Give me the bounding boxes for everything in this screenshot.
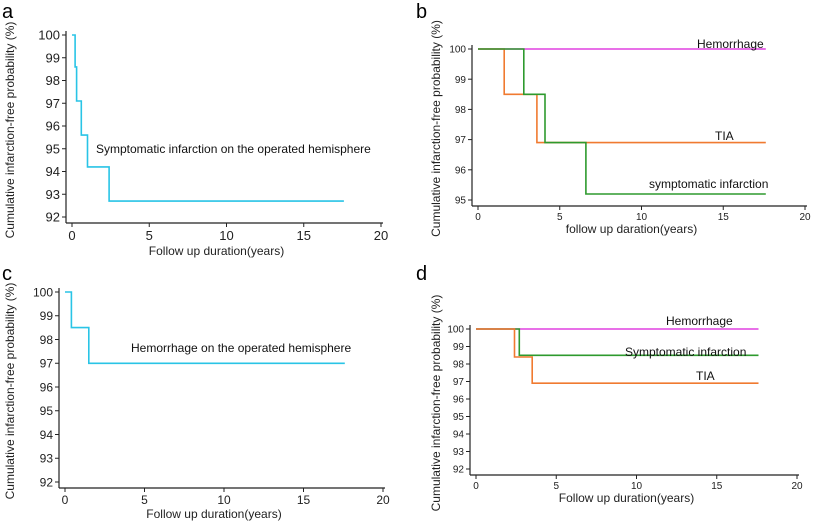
y-axis-title: Cumulative infarction-free probability (…	[3, 283, 17, 500]
series-label: Hemorrhage on the operated hemisphere	[131, 341, 351, 355]
y-tick-label: 93	[46, 187, 60, 202]
y-tick-label: 95	[40, 404, 54, 418]
chart-panel-d: d 92 93 94 95 96 97 98 99 100 0 5 10 15 20 Follow up du…	[416, 263, 803, 511]
y-tick-label: 98	[40, 333, 54, 347]
series-line-3	[476, 328, 759, 385]
y-tick-label: 99	[455, 75, 467, 86]
chart-panel-a: a 92 93 94 95 96 97 98 99 100 0 5 10 15 20 Follow up du…	[2, 1, 388, 258]
y-tick-label: 92	[40, 475, 54, 489]
y-tick-label: 96	[46, 119, 60, 134]
y-axis-title: Cumulative infarction-free probability (…	[3, 22, 17, 239]
y-tick-label: 92	[453, 465, 465, 476]
y-tick-label: 98	[46, 73, 60, 88]
y-tick-label: 97	[455, 135, 467, 146]
series-label: Symptomatic infarction on the operated h…	[96, 142, 371, 156]
series-label: Hemorrhage	[697, 37, 764, 51]
y-tick-label: 96	[453, 395, 465, 406]
y-axis-title: Cumulative infarction-free probability (…	[429, 20, 443, 237]
x-tick-label: 10	[219, 228, 233, 243]
y-tick-label: 98	[453, 360, 465, 371]
x-axis-title: follow up daration(years)	[566, 222, 697, 236]
y-tick-label: 99	[40, 309, 54, 323]
x-tick-label: 10	[636, 212, 648, 223]
y-tick-label: 100	[33, 285, 53, 299]
y-tick-label: 97	[453, 377, 465, 388]
panel-letter: b	[416, 1, 427, 23]
chart-panel-c: c 92 93 94 95 96 97 98 99 100 0 5 10 15 20 Follow up du…	[2, 263, 390, 521]
x-tick-label: 5	[553, 481, 559, 492]
x-tick-label: 5	[141, 493, 148, 507]
y-tick-label: 93	[453, 447, 465, 458]
x-tick-label: 0	[475, 212, 481, 223]
y-tick-label: 92	[46, 210, 60, 225]
series-label: symptomatic infarction	[649, 177, 768, 191]
x-axis-title: Follow up duration(years)	[149, 244, 284, 258]
y-axis-title: Cumulative infarction-free probability (…	[429, 295, 443, 512]
x-tick-label: 20	[799, 212, 811, 223]
x-tick-label: 20	[374, 228, 388, 243]
x-tick-label: 15	[718, 212, 730, 223]
x-tick-label: 5	[557, 212, 563, 223]
series-label: TIA	[696, 369, 715, 383]
series-line-1	[72, 34, 344, 202]
x-axis-title: Follow up duration(years)	[559, 491, 694, 505]
x-tick-label: 15	[297, 493, 311, 507]
series-label: Hemorrhage	[666, 314, 733, 328]
y-tick-label: 96	[40, 380, 54, 394]
y-tick-label: 95	[455, 196, 467, 207]
y-tick-label: 94	[40, 428, 54, 442]
x-tick-label: 20	[376, 493, 390, 507]
y-tick-label: 100	[447, 325, 464, 336]
y-tick-label: 97	[40, 357, 54, 371]
x-tick-label: 10	[217, 493, 231, 507]
panel-letter: c	[2, 263, 12, 285]
y-tick-label: 100	[38, 28, 60, 43]
y-tick-label: 97	[46, 96, 60, 111]
x-tick-label: 0	[473, 481, 479, 492]
x-tick-label: 0	[62, 493, 69, 507]
y-tick-label: 99	[453, 342, 465, 353]
series-line-3	[478, 48, 766, 195]
y-tick-label: 94	[46, 164, 60, 179]
y-tick-label: 99	[46, 50, 60, 65]
x-tick-label: 15	[297, 228, 311, 243]
panel-letter: a	[2, 1, 14, 23]
y-tick-label: 93	[40, 452, 54, 466]
x-tick-label: 0	[68, 228, 75, 243]
series-label: TIA	[715, 129, 734, 143]
y-tick-label: 96	[455, 165, 467, 176]
series-label: Symptomatic infarction	[625, 345, 746, 359]
x-axis-title: Follow up duration(years)	[146, 507, 281, 521]
y-tick-label: 94	[453, 430, 465, 441]
chart-panel-b: b 95 96 97 98 99 100 0 5 10 15 20 follow up daration…	[416, 1, 811, 237]
x-tick-label: 5	[146, 228, 153, 243]
y-tick-label: 95	[46, 141, 60, 156]
panel-letter: d	[416, 263, 427, 285]
x-tick-label: 15	[711, 481, 723, 492]
y-tick-label: 100	[449, 45, 466, 56]
x-tick-label: 10	[631, 481, 643, 492]
series-line-1	[65, 291, 345, 365]
y-tick-label: 95	[453, 412, 465, 423]
y-tick-label: 98	[455, 105, 467, 116]
x-tick-label: 20	[791, 481, 803, 492]
